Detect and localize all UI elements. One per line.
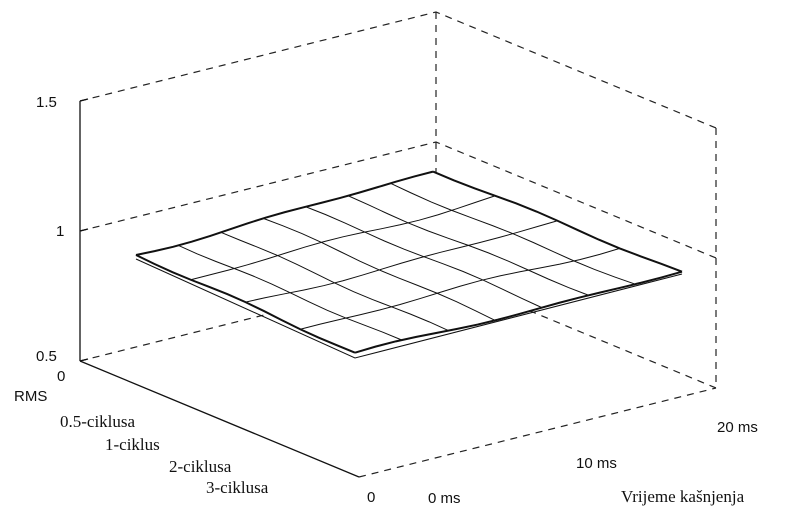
- surface-grid-line-v: [190, 195, 496, 281]
- x-tick-label-3-ciklusa: 3-ciklusa: [206, 478, 269, 497]
- x-tick-label-1-ciklus: 1-ciklus: [105, 435, 160, 454]
- z-tick-label-1-5: 1.5: [36, 94, 57, 111]
- z-tick-label-1: 1: [56, 223, 64, 240]
- y-tick-label-0: 0: [367, 489, 375, 506]
- surface-grid-line-v: [135, 170, 434, 256]
- z-axis-label: RMS: [14, 388, 47, 405]
- surface-grid-line-v: [300, 247, 620, 330]
- y-tick-label-10ms: 10 ms: [576, 455, 617, 472]
- z-axis-ticks: [79, 98, 89, 362]
- y-axis-label: Vrijeme kašnjenja: [621, 487, 745, 506]
- x-axis-line: [79, 360, 360, 478]
- y-tick-label-20ms: 20 ms: [717, 419, 758, 436]
- surface-fill: [136, 171, 682, 353]
- x-tick-label-0: 0: [57, 368, 65, 385]
- surface-grid-line-v: [245, 220, 558, 303]
- surface-grid-line-v: [354, 270, 683, 354]
- y-tick-label-0ms: 0 ms: [428, 490, 461, 507]
- z-tick-label-0-5: 0.5: [36, 348, 57, 365]
- surface-underside-edge: [135, 258, 683, 359]
- surface-mesh: [135, 170, 683, 359]
- x-tick-label-0-5-ciklusa: 0.5-ciklusa: [60, 412, 136, 431]
- x-tick-label-2-ciklusa: 2-ciklusa: [169, 457, 232, 476]
